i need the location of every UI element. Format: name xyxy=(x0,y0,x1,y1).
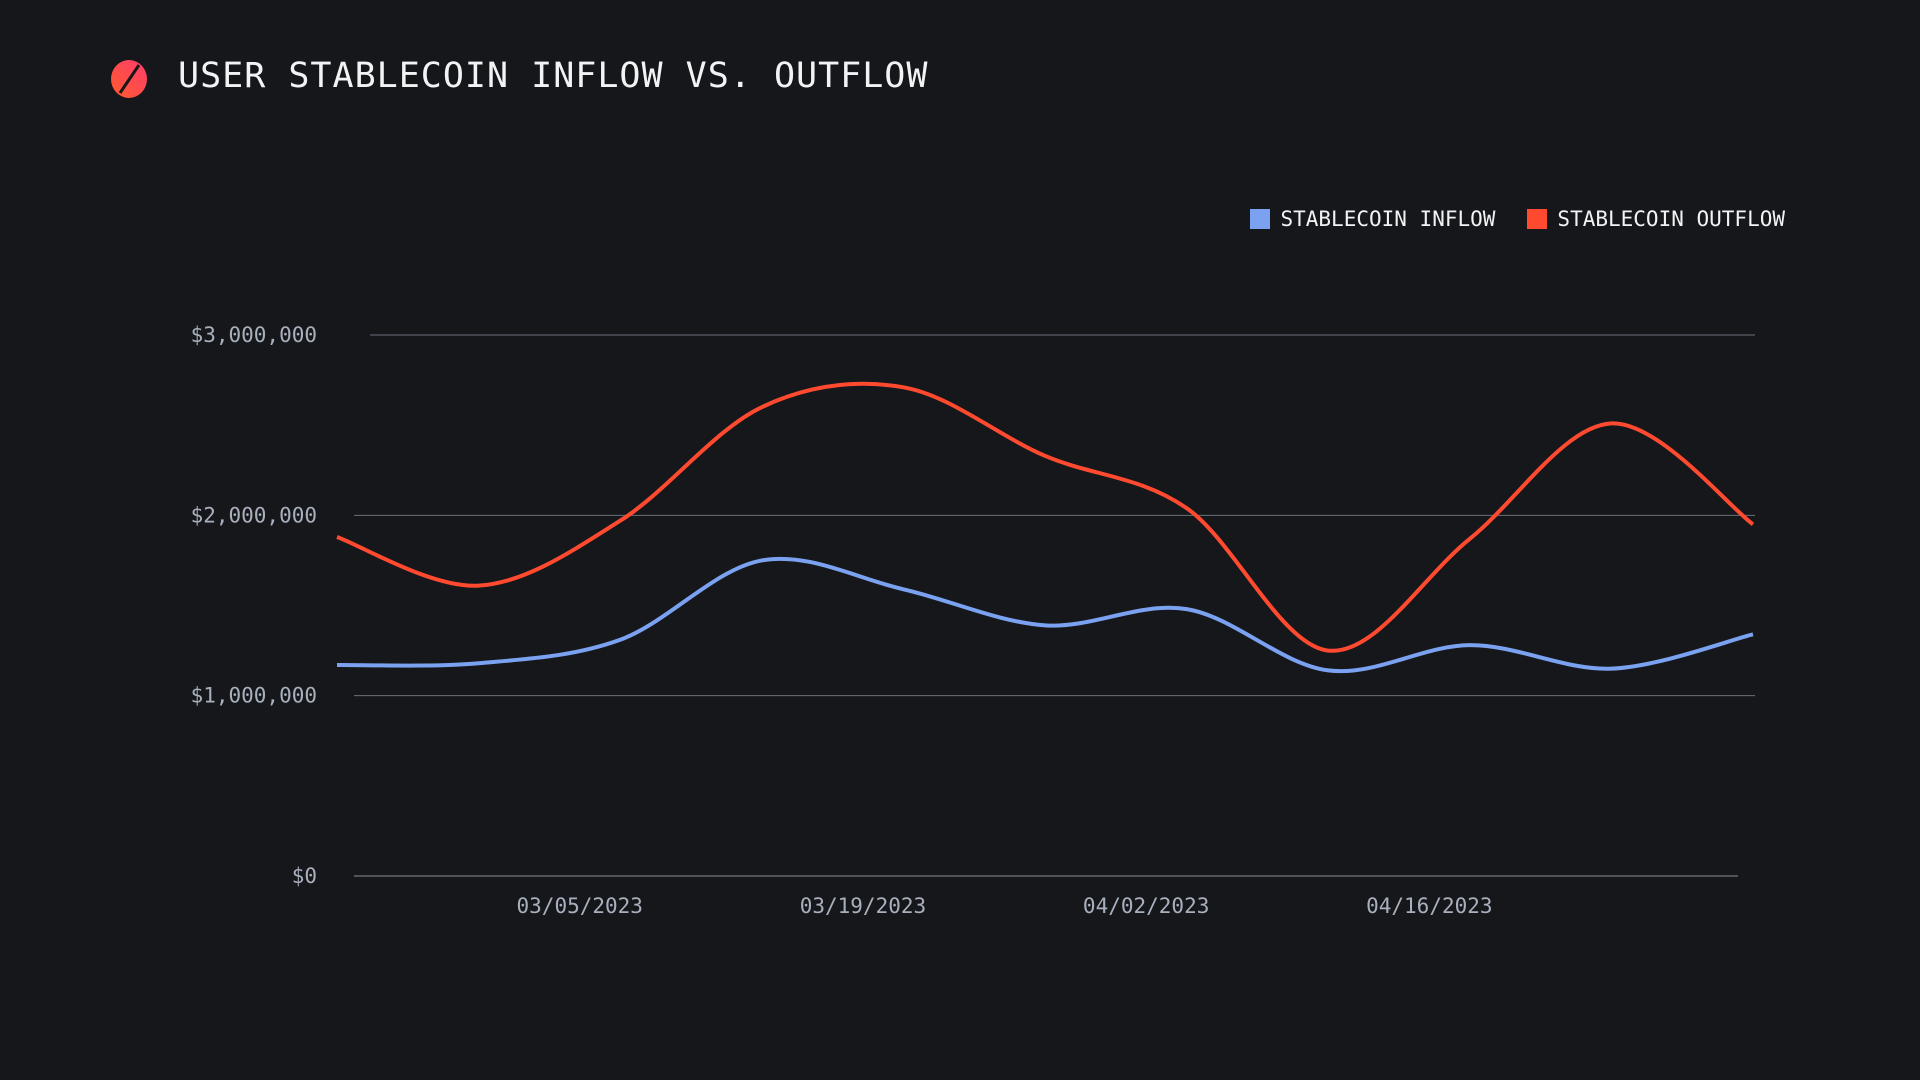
legend-label-outflow: STABLECOIN OUTFLOW xyxy=(1557,207,1785,231)
inflow-line xyxy=(336,556,1754,674)
legend-item-outflow[interactable]: STABLECOIN OUTFLOW xyxy=(1527,207,1785,231)
legend-label-inflow: STABLECOIN INFLOW xyxy=(1280,207,1496,231)
chart-title: USER STABLECOIN INFLOW VS. OUTFLOW xyxy=(178,56,929,96)
y-tick-label: $1,000,000 xyxy=(191,684,317,708)
y-tick-label: $2,000,000 xyxy=(191,503,317,527)
y-tick-label: $3,000,000 xyxy=(191,323,317,347)
logo-icon xyxy=(111,60,147,98)
y-tick-label: $0 xyxy=(292,864,317,888)
legend-swatch-inflow xyxy=(1250,209,1271,229)
outflow-line xyxy=(336,381,1755,653)
x-tick-label: 04/02/2023 xyxy=(1083,894,1209,918)
x-tick-label: 03/05/2023 xyxy=(517,894,643,918)
legend: STABLECOIN INFLOW STABLECOIN OUTFLOW xyxy=(1250,207,1785,231)
legend-swatch-outflow xyxy=(1527,209,1548,229)
x-tick-label: 03/19/2023 xyxy=(800,894,926,918)
x-tick-label: 04/16/2023 xyxy=(1366,894,1492,918)
legend-item-inflow[interactable]: STABLECOIN INFLOW xyxy=(1250,207,1495,231)
